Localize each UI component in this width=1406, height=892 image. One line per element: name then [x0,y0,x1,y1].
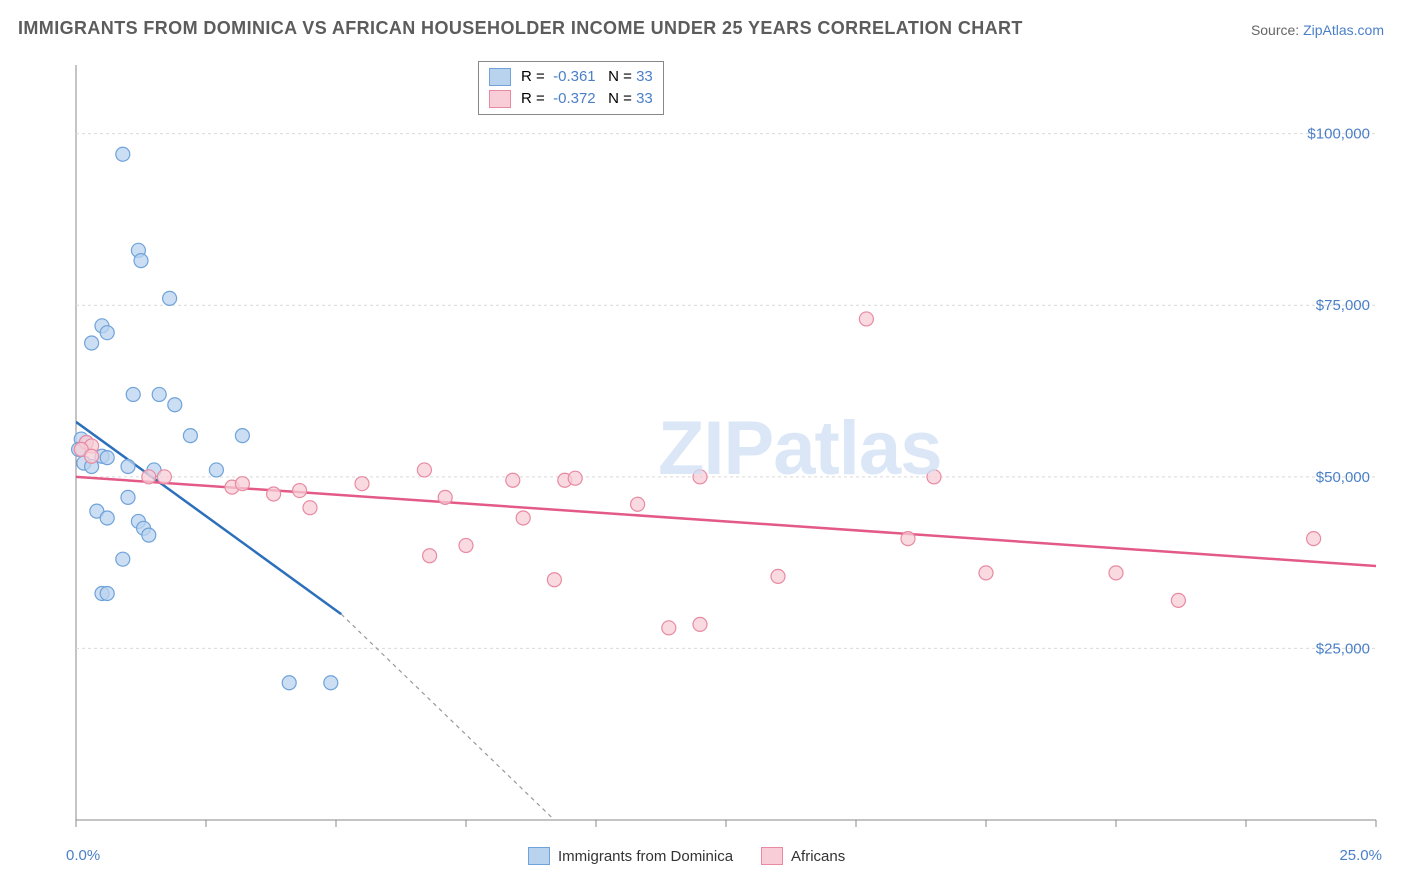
scatter-chart-svg: $25,000 $50,000 $75,000 $100,000 [18,55,1388,875]
legend-label: Africans [791,848,845,865]
corr-legend-row: R = -0.372 N = 33 [489,88,653,110]
legend-label: Immigrants from Dominica [558,848,733,865]
corr-legend-row: R = -0.361 N = 33 [489,66,653,88]
corr-legend-text: R = -0.372 N = 33 [521,88,653,110]
source-link[interactable]: ZipAtlas.com [1303,22,1384,38]
legend-item: Immigrants from Dominica [528,847,733,865]
x-axis-min-label: 0.0% [66,847,100,864]
svg-text:$25,000: $25,000 [1316,640,1370,657]
series-legend: Immigrants from Dominica Africans [528,847,845,865]
svg-text:$100,000: $100,000 [1307,126,1370,143]
svg-text:$50,000: $50,000 [1316,469,1370,486]
corr-legend-text: R = -0.361 N = 33 [521,66,653,88]
legend-item: Africans [761,847,845,865]
chart-container: $25,000$50,000$75,000$100,000 Householde… [18,55,1388,875]
source-attribution: Source: ZipAtlas.com [1251,22,1384,38]
correlation-legend: R = -0.361 N = 33R = -0.372 N = 33 [478,61,664,115]
source-prefix: Source: [1251,22,1303,38]
svg-text:$75,000: $75,000 [1316,297,1370,314]
chart-title: IMMIGRANTS FROM DOMINICA VS AFRICAN HOUS… [18,18,1023,39]
legend-swatch [489,68,511,86]
legend-swatch [528,847,550,865]
x-axis-max-label: 25.0% [1339,847,1382,864]
legend-swatch [489,90,511,108]
legend-swatch [761,847,783,865]
